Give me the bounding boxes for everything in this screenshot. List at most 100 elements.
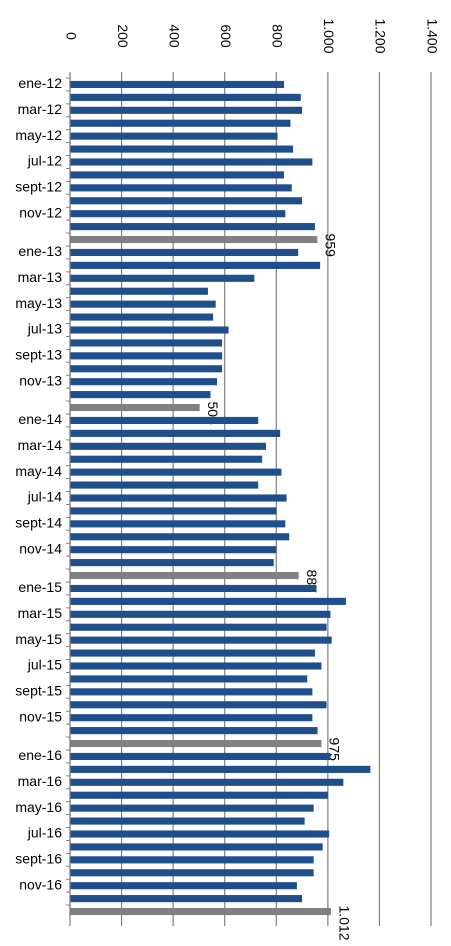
y-tick-label: jul-12 [27, 153, 62, 169]
y-tick-label: may-13 [15, 295, 62, 311]
bar [70, 106, 303, 114]
bar [70, 93, 301, 101]
y-tick-label: may-12 [15, 127, 62, 143]
y-tick-label: nov-16 [19, 876, 62, 892]
bar [70, 184, 292, 192]
y-tick-label: mar-16 [18, 773, 63, 789]
bar [70, 727, 318, 735]
bar [70, 158, 313, 166]
bar [70, 326, 229, 334]
bar [70, 649, 315, 657]
y-tick-label: ene-12 [18, 75, 62, 91]
bar [70, 688, 313, 696]
bar [70, 248, 299, 257]
bar [70, 274, 255, 282]
y-tick-label: jul-16 [27, 825, 62, 841]
y-tick-label: jul-13 [27, 321, 62, 337]
y-tick-label: ene-14 [18, 411, 62, 427]
bar [70, 882, 297, 890]
bar [70, 856, 314, 864]
y-tick-label: ene-13 [18, 243, 62, 259]
data-label: 959 [323, 234, 339, 258]
bar [70, 752, 331, 761]
y-tick-label: mar-15 [18, 605, 63, 621]
bar [70, 261, 321, 269]
bar [70, 132, 278, 140]
bar [70, 701, 327, 709]
x-tick-label: 200 [115, 24, 131, 48]
bar [70, 546, 277, 554]
x-tick-label: 1.200 [373, 18, 389, 53]
bar [70, 675, 308, 683]
x-tick-label: 400 [166, 24, 182, 48]
bar [70, 571, 299, 580]
bar [70, 300, 216, 308]
bar [70, 907, 331, 916]
y-tick-label: nov-12 [19, 204, 62, 220]
bar [70, 636, 332, 644]
data-label: 975 [327, 738, 343, 762]
y-tick-label: sept-13 [15, 347, 62, 363]
y-tick-label: sept-16 [15, 851, 62, 867]
bar [70, 378, 217, 386]
bar [70, 623, 327, 631]
bar [70, 442, 266, 450]
bar [70, 714, 313, 722]
bar [70, 235, 318, 244]
bar [70, 391, 211, 399]
y-tick-label: mar-14 [18, 437, 63, 453]
bar [70, 197, 303, 205]
bar [70, 403, 200, 412]
bar [70, 559, 274, 567]
y-tick-label: sept-12 [15, 179, 62, 195]
bar [70, 830, 330, 838]
y-tick-label: ene-15 [18, 579, 62, 595]
bar [70, 520, 286, 528]
bar [70, 494, 287, 502]
bar [70, 584, 317, 593]
bar [70, 210, 286, 218]
x-tick-label: 600 [218, 24, 234, 48]
bar [70, 339, 223, 347]
bar [70, 313, 214, 321]
bar [70, 223, 315, 231]
y-tick-label: jul-14 [27, 489, 62, 505]
y-tick-label: may-16 [15, 799, 62, 815]
bar [70, 778, 344, 786]
bar [70, 287, 208, 295]
bar [70, 895, 303, 903]
bar [70, 533, 290, 541]
bar [70, 765, 371, 773]
bar [70, 416, 259, 425]
bar [70, 597, 346, 605]
bar [70, 610, 331, 618]
y-tick-label: nov-14 [19, 540, 62, 556]
y-tick-label: nov-13 [19, 372, 62, 388]
x-tick-label: 1.000 [321, 18, 337, 53]
bar [70, 662, 322, 670]
bar [70, 817, 305, 825]
bar [70, 507, 277, 515]
y-tick-label: nov-15 [19, 708, 62, 724]
bar [70, 171, 285, 179]
y-tick-label: mar-12 [18, 101, 63, 117]
y-tick-label: ene-16 [18, 747, 62, 763]
bar [70, 365, 223, 373]
bar [70, 80, 285, 89]
y-tick-label: mar-13 [18, 269, 63, 285]
y-tick-label: sept-14 [15, 515, 62, 531]
x-tick-label: 0 [63, 32, 79, 40]
bar [70, 429, 281, 437]
x-tick-label: 800 [270, 24, 286, 48]
y-tick-label: jul-15 [27, 657, 62, 673]
bar [70, 468, 282, 476]
y-tick-label: sept-15 [15, 683, 62, 699]
bar [70, 843, 323, 851]
data-label: 1.012 [336, 906, 352, 941]
x-tick-label: 1.400 [424, 18, 440, 53]
y-tick-label: may-15 [15, 631, 62, 647]
bar [70, 869, 314, 877]
bar [70, 791, 328, 799]
bar [70, 119, 291, 127]
bar [70, 481, 259, 489]
